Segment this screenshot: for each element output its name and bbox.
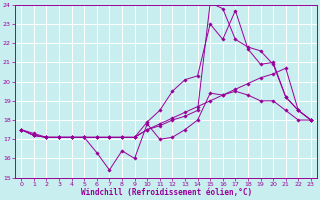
- X-axis label: Windchill (Refroidissement éolien,°C): Windchill (Refroidissement éolien,°C): [81, 188, 252, 197]
